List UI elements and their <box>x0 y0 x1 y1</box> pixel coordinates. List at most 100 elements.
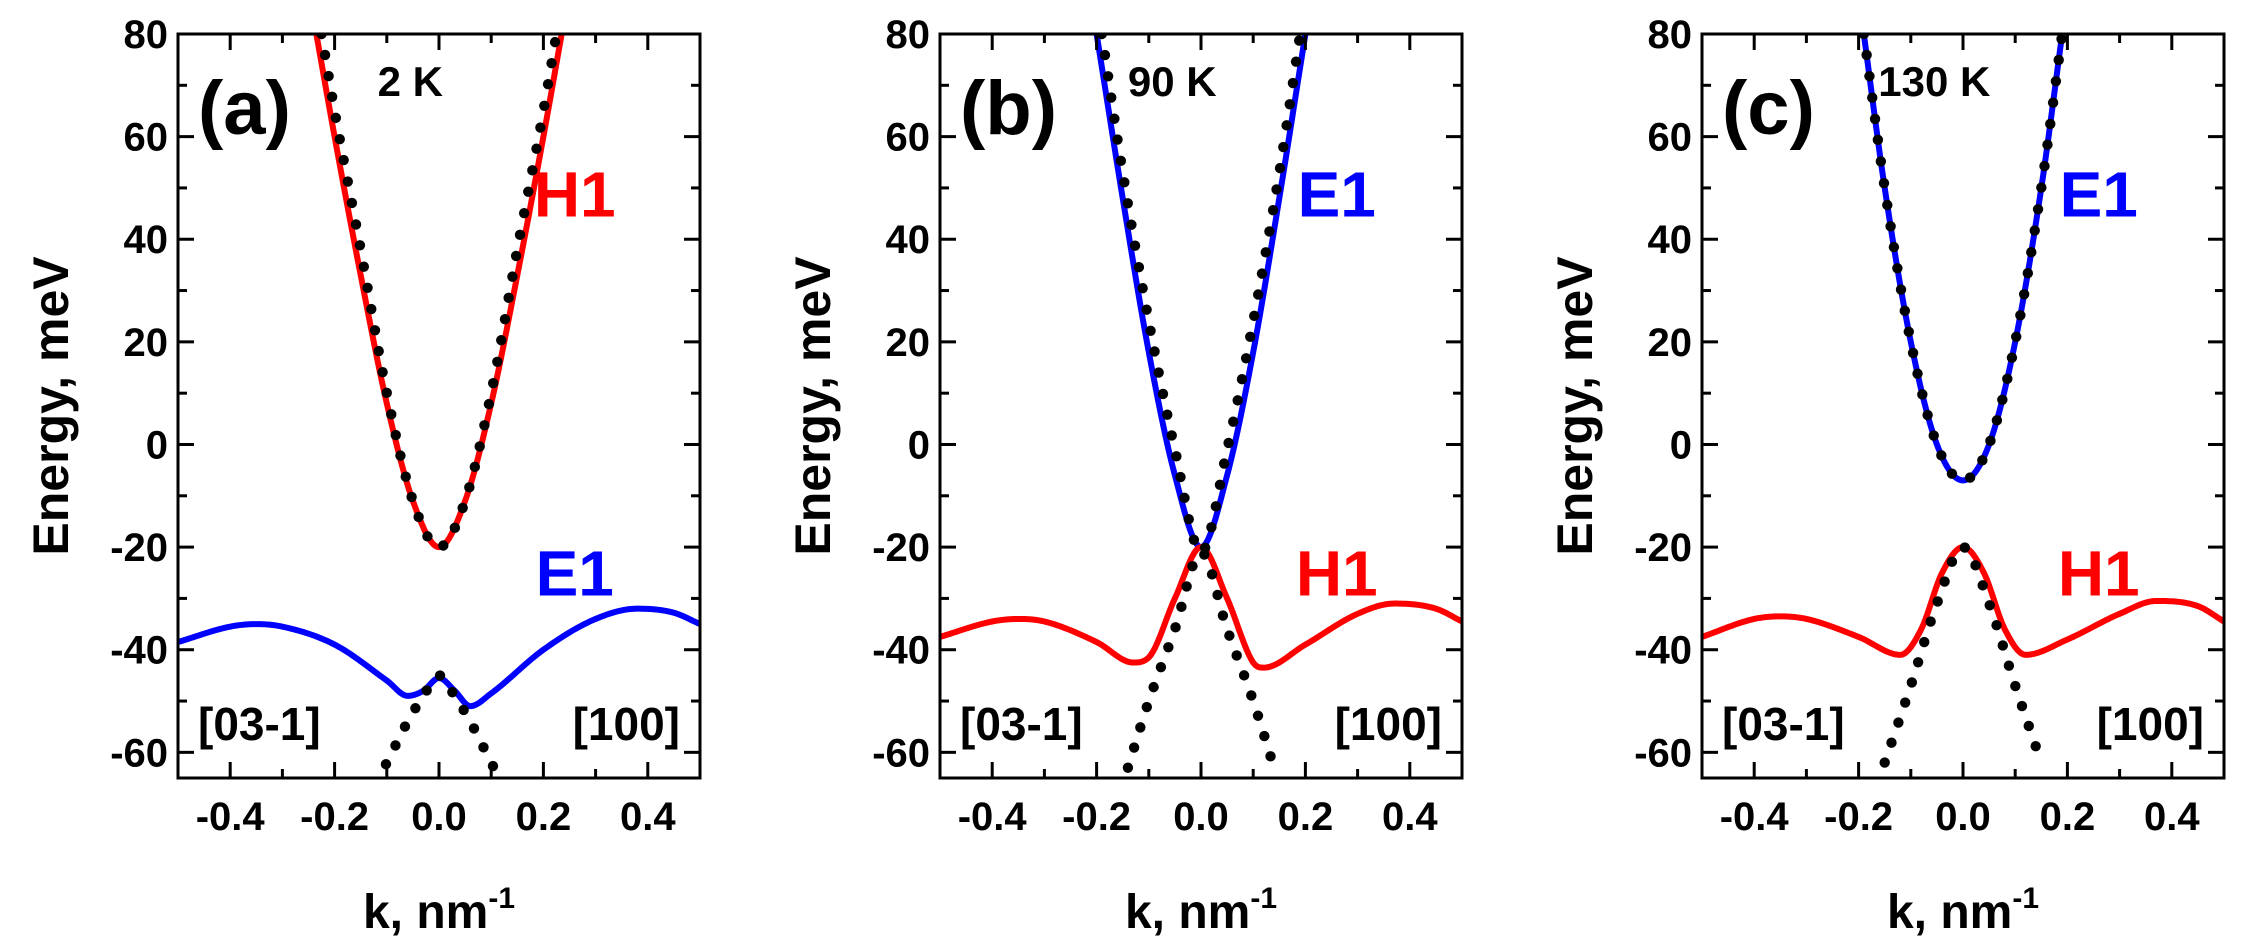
x-tick-label: -0.2 <box>1062 795 1131 839</box>
fit-dot <box>1145 325 1156 336</box>
fit-dot <box>1212 589 1223 601</box>
y-tick-label: 80 <box>124 13 169 57</box>
fit-dot <box>334 134 345 145</box>
y-tick-label: 20 <box>124 321 169 365</box>
direction-right-label: [100] <box>573 698 680 750</box>
band-label-e1: E1 <box>536 538 614 610</box>
fit-dot <box>338 154 349 166</box>
fit-dot <box>1928 430 1939 441</box>
fit-dot <box>2053 54 2064 66</box>
fit-dot <box>514 229 526 241</box>
fit-dot <box>1228 416 1239 427</box>
fit-dot <box>1281 120 1292 131</box>
fit-dot <box>1179 492 1190 504</box>
x-axis-label-text: k, nm <box>363 886 488 939</box>
fit-dot <box>1922 409 1933 421</box>
fit-dot <box>523 186 534 197</box>
fit-dot <box>458 704 469 716</box>
fit-dot <box>496 335 507 346</box>
fit-dot <box>1206 522 1217 533</box>
fit-dot <box>1991 415 2003 426</box>
fit-dot <box>1148 681 1159 693</box>
fit-dot <box>413 511 424 523</box>
fit-dot <box>1271 184 1282 195</box>
fit-dot <box>2016 700 2028 712</box>
fit-dot <box>1187 560 1198 572</box>
fit-dot <box>1861 49 1872 61</box>
fit-dot <box>1129 240 1141 251</box>
direction-left-label: [03-1] <box>198 698 321 750</box>
fit-dot <box>1970 560 1981 571</box>
fit-dot <box>1232 395 1243 406</box>
y-tick-label: -40 <box>1634 629 1692 673</box>
x-tick-label: 0.2 <box>1278 795 1334 839</box>
fit-dot <box>1903 326 1914 337</box>
fit-dot <box>542 79 554 90</box>
fit-dot <box>1115 155 1127 167</box>
fit-dot <box>1290 56 1302 67</box>
fit-dot <box>1867 92 1878 103</box>
fit-dot <box>1977 580 1988 591</box>
x-axis-label: k, nm-1 <box>363 882 515 939</box>
fit-dot <box>2056 34 2067 45</box>
y-tick-label: 60 <box>886 116 931 160</box>
plot-area <box>1702 34 2224 768</box>
fit-dot <box>478 742 489 753</box>
fit-dot <box>1278 141 1289 153</box>
y-tick-label: 0 <box>1670 423 1692 467</box>
fit-dot <box>1119 177 1130 188</box>
fit-dot <box>342 176 353 187</box>
fit-dot <box>518 207 530 219</box>
fit-dot <box>1135 722 1146 733</box>
panel-a: -0.4 -0.2 0.0 0.2 0.4 80 60 40 20 0 -20 -40 -60 k, nm… <box>23 13 702 939</box>
fit-dot <box>527 165 538 176</box>
y-tick-label: -60 <box>1634 731 1692 775</box>
x-axis-label-superscript: -1 <box>1250 882 1277 915</box>
fit-dot <box>386 409 397 420</box>
fit-dot <box>1236 373 1248 385</box>
fit-dot <box>1231 650 1242 661</box>
fit-dot <box>1997 640 2009 651</box>
fit-dot <box>1259 730 1270 742</box>
band-label-h1: H1 <box>534 158 616 230</box>
fit-dot <box>2030 740 2041 752</box>
fit-dot <box>2003 660 2015 671</box>
fit-dot <box>1141 304 1152 315</box>
panel-b: -0.4 -0.2 0.0 0.2 0.4 80 60 40 20 0 -20 -40 -60 k, nm… <box>785 13 1464 939</box>
fit-dot <box>1892 263 1903 274</box>
fit-dot <box>1249 310 1260 322</box>
fit-dot <box>1267 204 1279 216</box>
y-tick-label: 0 <box>908 423 930 467</box>
fit-dot <box>399 721 411 732</box>
y-tick-label: -40 <box>872 629 930 673</box>
y-tick-label: -40 <box>110 629 168 673</box>
panel-label: (b) <box>960 66 1057 151</box>
fit-dot <box>1260 247 1271 258</box>
x-tick-label: -0.4 <box>1720 795 1790 839</box>
fit-dot <box>1122 762 1134 773</box>
fit-dot <box>381 387 392 399</box>
fit-dot <box>468 723 480 734</box>
fit-dot <box>1925 616 1936 627</box>
direction-right-label: [100] <box>1335 698 1442 750</box>
fit-dot <box>2026 247 2037 258</box>
fit-dot <box>1869 113 1881 125</box>
fit-dot <box>1284 99 1295 110</box>
y-tick-label: 60 <box>124 116 169 160</box>
y-tick-label: 0 <box>146 423 168 467</box>
fit-dot <box>535 122 546 133</box>
fit-dot <box>1102 71 1114 82</box>
x-axis-label-text: k, nm <box>1887 886 2012 939</box>
fit-dot <box>447 687 458 698</box>
fit-dot <box>410 703 421 714</box>
series-line-h1 <box>313 34 565 551</box>
fit-dot <box>1899 697 1911 708</box>
fit-dot <box>1917 389 1928 400</box>
fit-dot <box>1181 581 1192 592</box>
x-axis-label-text: k, nm <box>1125 886 1250 939</box>
y-axis-label: Energy, meV <box>23 256 79 556</box>
fit-dot <box>2011 331 2022 342</box>
fit-dot <box>358 261 370 272</box>
fit-dot <box>549 36 561 48</box>
fit-dot <box>2029 225 2040 236</box>
